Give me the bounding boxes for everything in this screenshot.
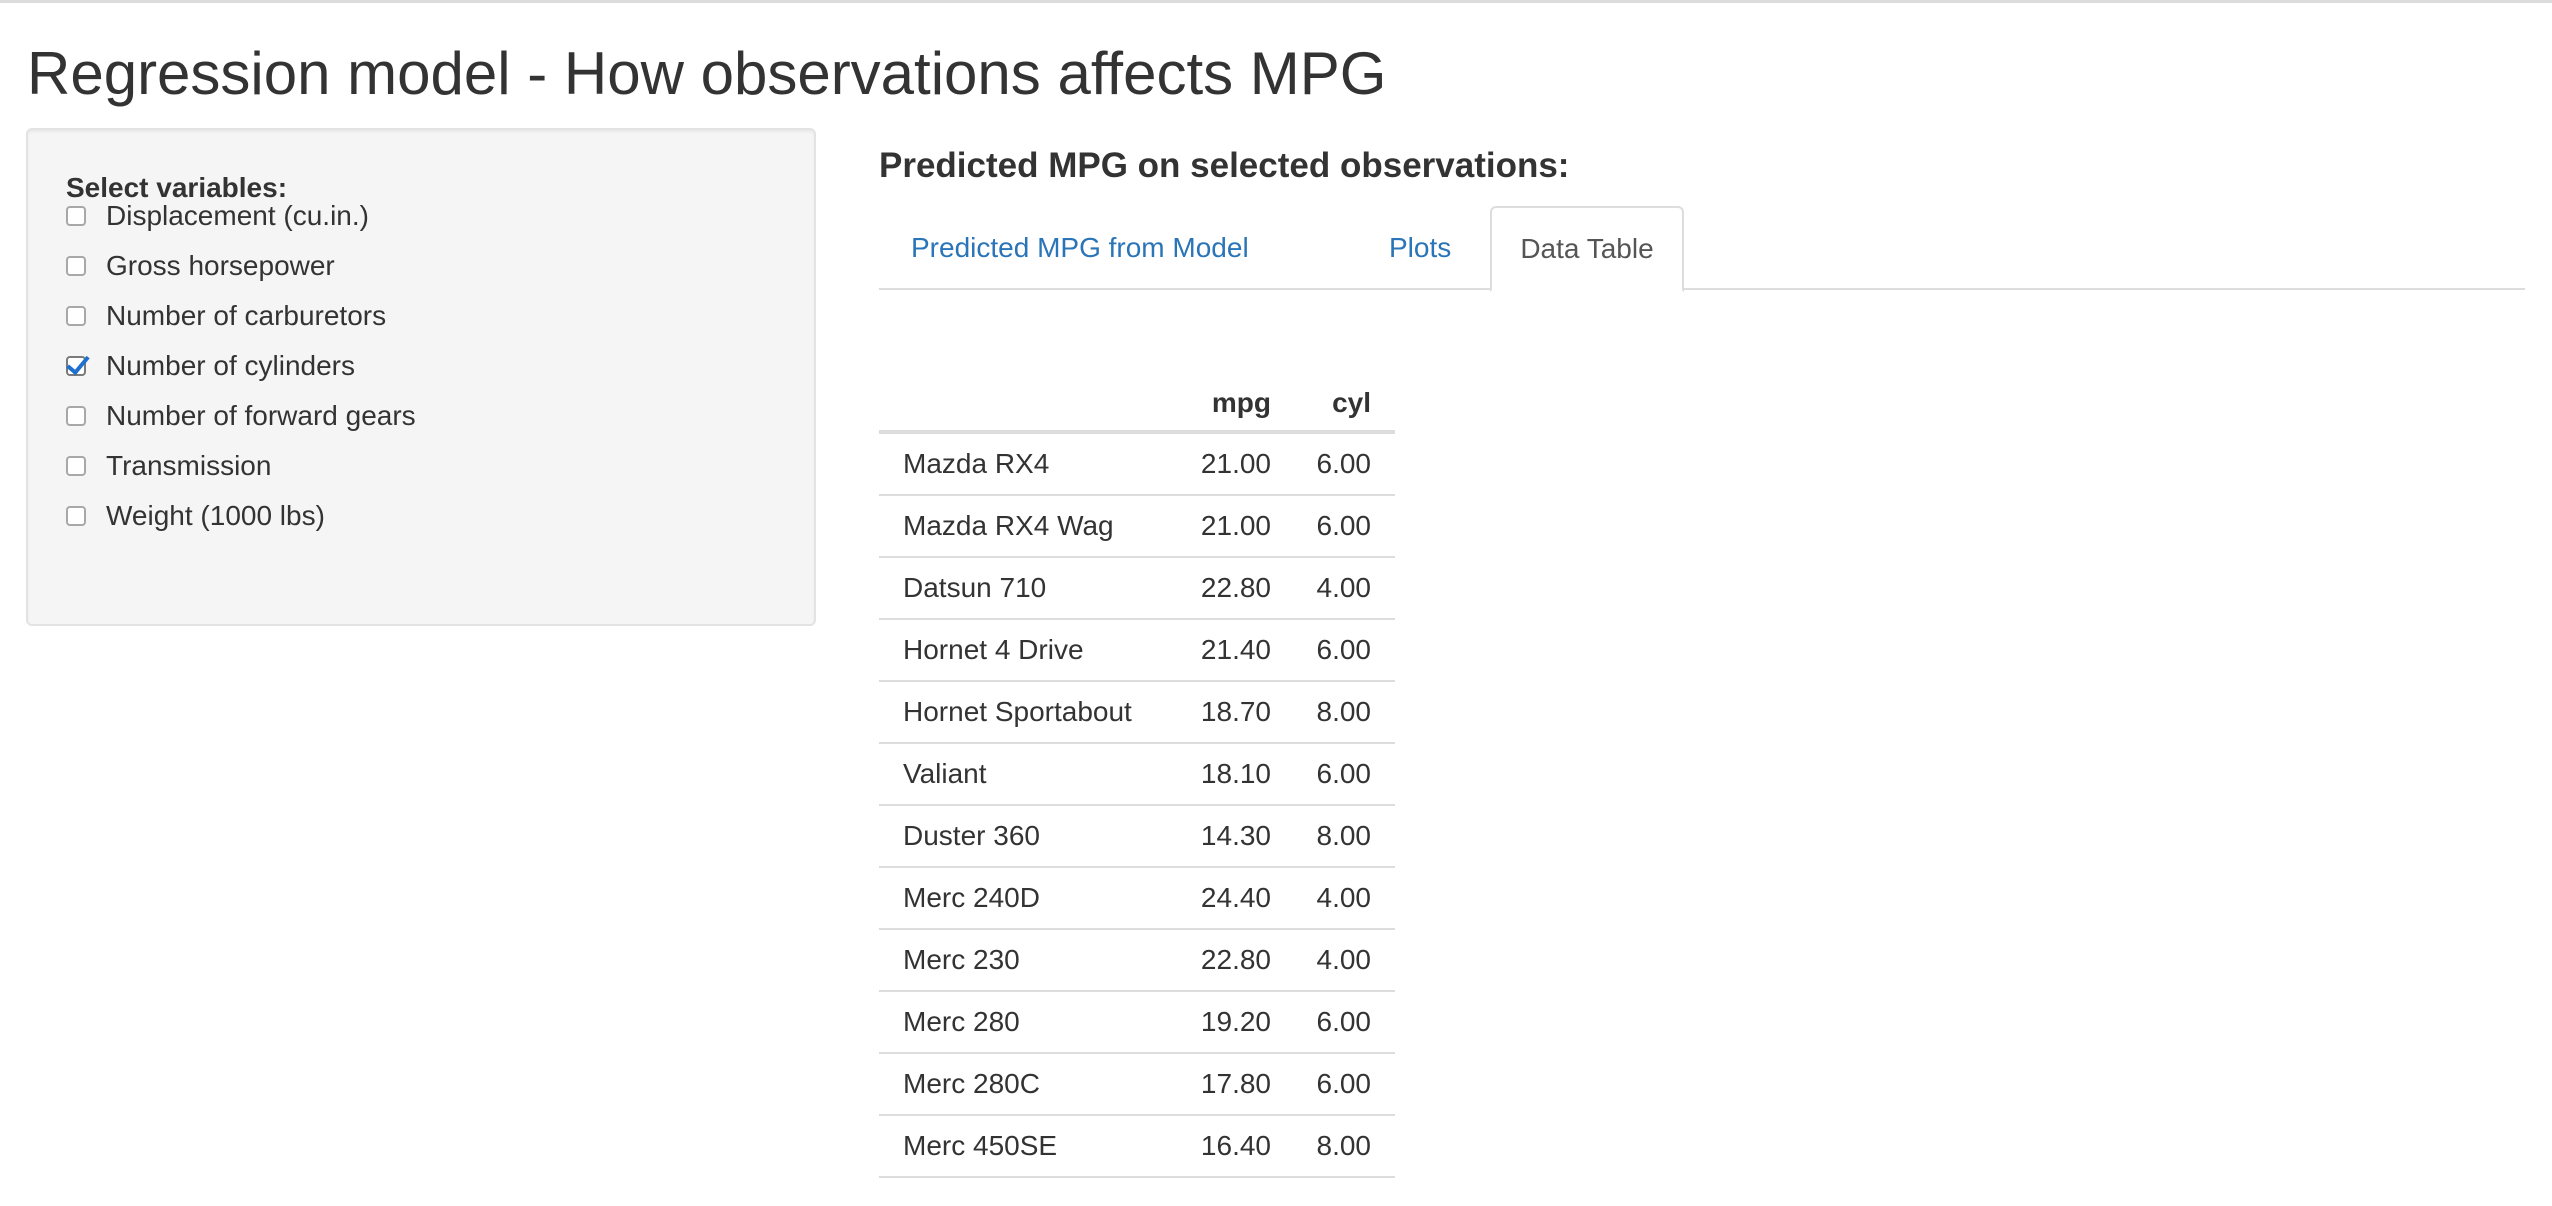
cell-mpg: 22.80: [1187, 557, 1295, 620]
checkbox-label: Weight (1000 lbs): [106, 500, 325, 531]
cell-mpg: 17.80: [1187, 1053, 1295, 1116]
cell-mpg: 16.40: [1187, 1115, 1295, 1178]
cell-car-name: Mazda RX4 Wag: [879, 495, 1187, 558]
cell-car-name: Merc 280C: [879, 1053, 1187, 1116]
top-divider: [0, 0, 2552, 3]
checkbox-checked-icon[interactable]: [66, 356, 86, 376]
tab-plots[interactable]: Plots: [1389, 232, 1452, 263]
checkbox-label: Transmission: [106, 450, 272, 481]
checkbox-displacement[interactable]: Displacement (cu.in.): [66, 194, 369, 238]
checkbox-carburetors[interactable]: Number of carburetors: [66, 294, 386, 338]
checkbox-label: Number of carburetors: [106, 300, 387, 331]
cell-car-name: Merc 450SE: [879, 1115, 1187, 1178]
cell-cyl: 4.00: [1295, 929, 1395, 992]
checkbox-icon[interactable]: [66, 306, 86, 326]
cell-mpg: 22.80: [1187, 929, 1295, 992]
cell-mpg: 24.40: [1187, 867, 1295, 930]
cell-mpg: 18.10: [1187, 743, 1295, 806]
cell-car-name: Hornet 4 Drive: [879, 619, 1187, 682]
table-row: Mazda RX4 Wag 21.00 6.00: [879, 495, 1395, 558]
cell-cyl: 6.00: [1295, 1053, 1395, 1116]
cell-mpg: 14.30: [1187, 805, 1295, 868]
cell-cyl: 4.00: [1295, 557, 1395, 620]
column-header-cyl: cyl: [1295, 376, 1395, 434]
page-title: Regression model - How observations affe…: [27, 40, 1387, 107]
table-row: Valiant 18.10 6.00: [879, 743, 1395, 806]
table-row: Merc 450SE 16.40 8.00: [879, 1115, 1395, 1178]
table-row: Merc 240D 24.40 4.00: [879, 867, 1395, 930]
cell-mpg: 21.00: [1187, 432, 1295, 496]
checkbox-cylinders[interactable]: Number of cylinders: [66, 344, 355, 388]
table-row: Merc 280 19.20 6.00: [879, 991, 1395, 1054]
checkbox-label: Gross horsepower: [106, 250, 335, 281]
table-row: Merc 280C 17.80 6.00: [879, 1053, 1395, 1116]
checkbox-transmission[interactable]: Transmission: [66, 444, 271, 488]
checkbox-label: Number of cylinders: [106, 350, 355, 381]
data-table: mpg cyl Mazda RX4 21.00 6.00 Mazda RX4 Wag 2…: [879, 376, 1395, 1178]
checkbox-weight[interactable]: Weight (1000 lbs): [66, 494, 325, 538]
cell-cyl: 6.00: [1295, 743, 1395, 806]
cell-car-name: Merc 240D: [879, 867, 1187, 930]
cell-mpg: 18.70: [1187, 681, 1295, 744]
checkbox-forward-gears[interactable]: Number of forward gears: [66, 394, 416, 438]
column-header-name: [879, 376, 1187, 434]
table-header-row: mpg cyl: [879, 376, 1395, 434]
checkbox-icon[interactable]: [66, 456, 86, 476]
cell-cyl: 8.00: [1295, 1115, 1395, 1178]
checkbox-icon[interactable]: [66, 256, 86, 276]
cell-car-name: Merc 230: [879, 929, 1187, 992]
cell-cyl: 8.00: [1295, 681, 1395, 744]
cell-cyl: 6.00: [1295, 432, 1395, 496]
checkbox-gross-horsepower[interactable]: Gross horsepower: [66, 244, 335, 288]
tab-predicted-mpg[interactable]: Predicted MPG from Model: [911, 232, 1249, 263]
table-row: Hornet Sportabout 18.70 8.00: [879, 681, 1395, 744]
cell-car-name: Datsun 710: [879, 557, 1187, 620]
table-row: Datsun 710 22.80 4.00: [879, 557, 1395, 620]
checkbox-icon[interactable]: [66, 406, 86, 426]
table-row: Merc 230 22.80 4.00: [879, 929, 1395, 992]
cell-cyl: 6.00: [1295, 991, 1395, 1054]
tab-data-table[interactable]: Data Table: [1490, 206, 1684, 292]
cell-car-name: Mazda RX4: [879, 432, 1187, 496]
select-variables-label: Select variables:: [66, 172, 288, 203]
tab-bar: Predicted MPG from Model Plots Data Tabl…: [879, 206, 2525, 292]
cell-cyl: 6.00: [1295, 619, 1395, 682]
sidebar-panel: Select variables: Displacement (cu.in.) …: [26, 128, 816, 626]
data-table-container: mpg cyl Mazda RX4 21.00 6.00 Mazda RX4 Wag 2…: [879, 376, 1395, 1178]
cell-cyl: 6.00: [1295, 495, 1395, 558]
table-row: Duster 360 14.30 8.00: [879, 805, 1395, 868]
table-row: Mazda RX4 21.00 6.00: [879, 432, 1395, 496]
column-header-mpg: mpg: [1187, 376, 1295, 434]
table-body: Mazda RX4 21.00 6.00 Mazda RX4 Wag 21.00 6.00…: [879, 432, 1395, 1178]
cell-car-name: Duster 360: [879, 805, 1187, 868]
cell-car-name: Hornet Sportabout: [879, 681, 1187, 744]
table-row: Hornet 4 Drive 21.40 6.00: [879, 619, 1395, 682]
main-heading: Predicted MPG on selected observations:: [879, 146, 1570, 185]
cell-mpg: 19.20: [1187, 991, 1295, 1054]
checkbox-label: Displacement (cu.in.): [106, 200, 369, 231]
checkbox-label: Number of forward gears: [106, 400, 416, 431]
checkbox-icon[interactable]: [66, 206, 86, 226]
cell-cyl: 8.00: [1295, 805, 1395, 868]
cell-mpg: 21.00: [1187, 495, 1295, 558]
checkbox-icon[interactable]: [66, 506, 86, 526]
cell-mpg: 21.40: [1187, 619, 1295, 682]
cell-cyl: 4.00: [1295, 867, 1395, 930]
cell-car-name: Valiant: [879, 743, 1187, 806]
cell-car-name: Merc 280: [879, 991, 1187, 1054]
